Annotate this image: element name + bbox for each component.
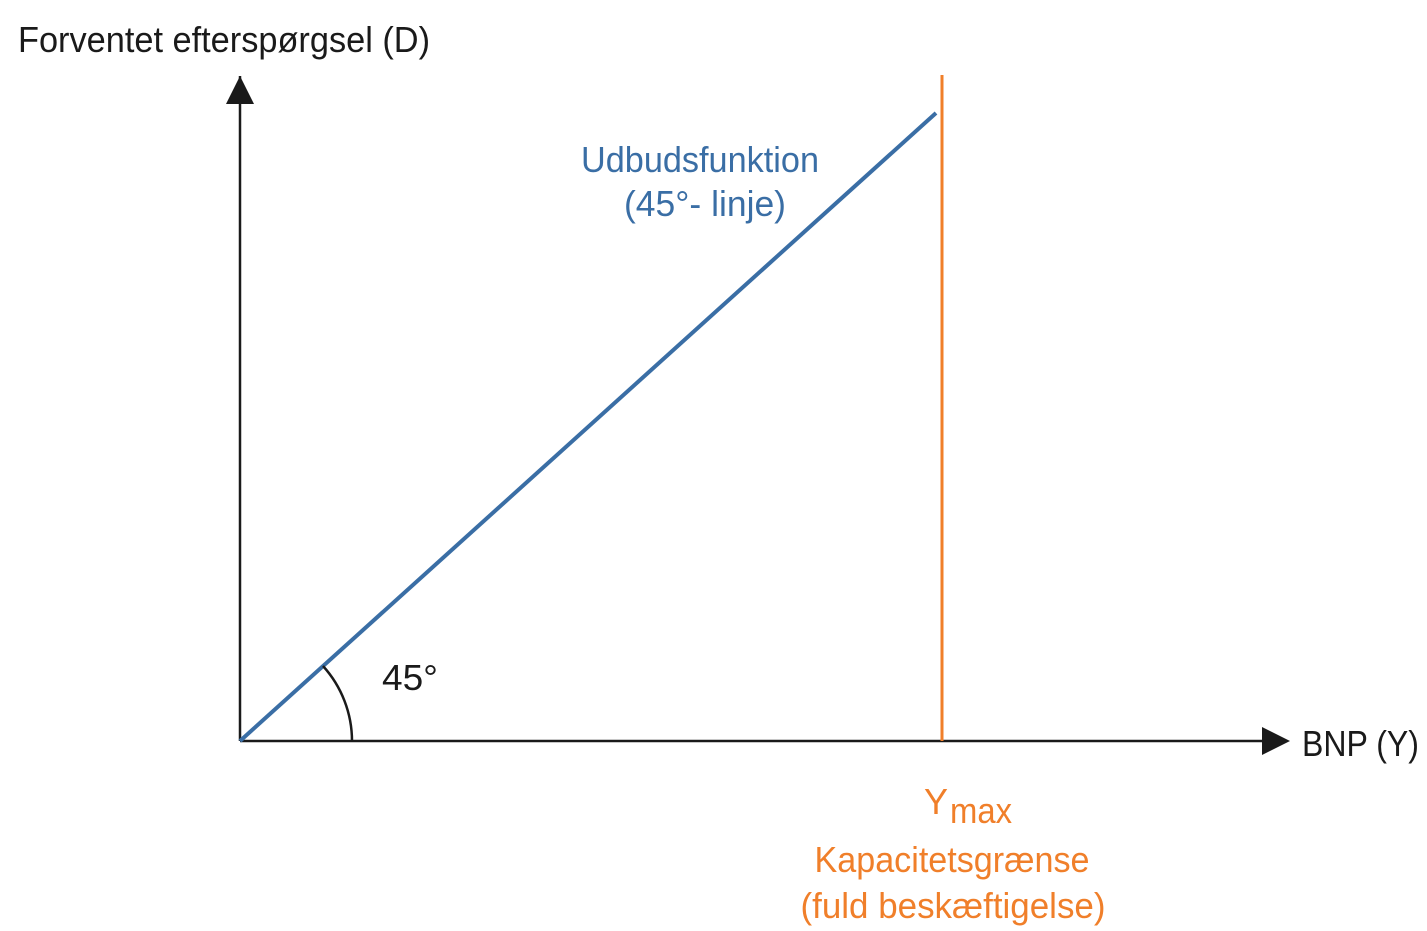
capacity-label: Kapacitetsgrænse <box>815 839 1090 880</box>
angle-label: 45° <box>382 657 438 698</box>
supply-sublabel: (45°- linje) <box>624 183 786 224</box>
capacity-symbol: Y <box>924 781 948 822</box>
angle-arc <box>322 665 354 742</box>
x-axis-label: BNP (Y) <box>1302 723 1419 764</box>
supply-label: Udbudsfunktion <box>581 139 819 180</box>
capacity-subscript: max <box>950 790 1012 831</box>
y-axis-arrow <box>226 76 254 104</box>
x-axis-arrow <box>1262 727 1290 755</box>
supply-line <box>238 111 938 743</box>
capacity-sublabel: (fuld beskæftigelse) <box>801 885 1106 926</box>
y-axis-label: Forventet efterspørgsel (D) <box>18 19 430 60</box>
axes <box>226 76 1290 755</box>
